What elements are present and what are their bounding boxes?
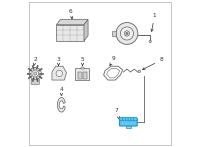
FancyBboxPatch shape	[78, 72, 82, 79]
Circle shape	[134, 117, 137, 121]
Circle shape	[149, 40, 151, 43]
Polygon shape	[84, 20, 88, 41]
Text: 4: 4	[60, 87, 63, 96]
Polygon shape	[56, 25, 84, 41]
Polygon shape	[57, 98, 65, 112]
Circle shape	[124, 31, 130, 36]
Circle shape	[120, 117, 123, 121]
Circle shape	[126, 32, 128, 35]
Circle shape	[116, 22, 138, 44]
Circle shape	[120, 27, 133, 40]
Circle shape	[29, 67, 41, 80]
Text: 8: 8	[142, 57, 164, 70]
FancyBboxPatch shape	[120, 119, 137, 126]
Circle shape	[138, 70, 141, 73]
Text: 7: 7	[115, 108, 120, 119]
Text: 2: 2	[33, 57, 37, 65]
Text: 6: 6	[69, 9, 73, 19]
Polygon shape	[56, 20, 88, 25]
Circle shape	[125, 117, 129, 121]
Circle shape	[131, 117, 134, 121]
FancyBboxPatch shape	[75, 69, 90, 81]
Text: 3: 3	[57, 57, 60, 65]
Polygon shape	[52, 66, 67, 80]
FancyBboxPatch shape	[83, 72, 87, 79]
Circle shape	[128, 117, 132, 121]
Circle shape	[122, 117, 126, 121]
FancyBboxPatch shape	[112, 31, 116, 36]
Circle shape	[32, 70, 39, 77]
FancyBboxPatch shape	[81, 66, 84, 69]
Circle shape	[34, 72, 37, 75]
FancyBboxPatch shape	[31, 79, 39, 84]
Text: 1: 1	[151, 13, 156, 31]
Text: 9: 9	[110, 56, 116, 66]
Circle shape	[56, 70, 62, 77]
Text: 5: 5	[81, 57, 84, 65]
FancyBboxPatch shape	[126, 126, 131, 128]
